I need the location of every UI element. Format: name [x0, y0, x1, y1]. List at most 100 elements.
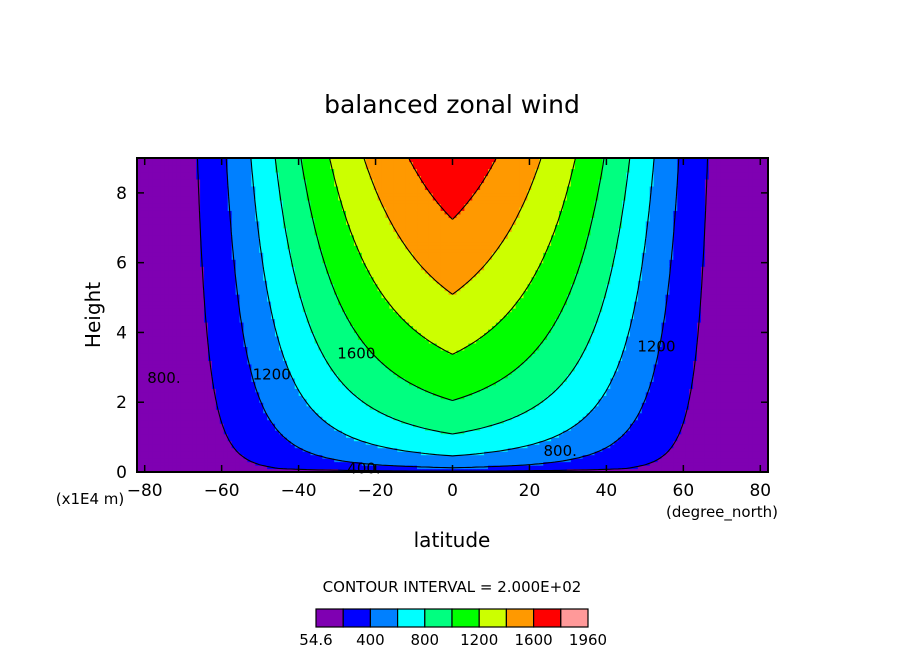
contour-fill-cell [484, 412, 489, 417]
contour-fill-cell [417, 440, 422, 445]
contour-fill-cell [503, 377, 509, 382]
contour-fill-cell [369, 454, 375, 459]
contour-fill-cell [385, 426, 390, 431]
contour-fill-cell [409, 412, 414, 417]
contour-fill-cell [468, 454, 473, 459]
contour-fill-cell [673, 416, 678, 421]
contour-fill-cell [338, 409, 343, 414]
contour-fill-cell [764, 419, 769, 424]
contour-fill-cell [594, 440, 600, 445]
contour-fill-cell [243, 440, 249, 445]
contour-fill-cell [708, 388, 714, 393]
contour-fill-cell [590, 419, 596, 424]
contour-fill-cell [381, 405, 387, 410]
contour-fill-cell [712, 465, 718, 470]
contour-fill-cell [389, 458, 394, 463]
contour-fill-cell [196, 398, 201, 403]
contour-fill-cell [456, 391, 461, 396]
contour-fill-cell [405, 409, 410, 414]
contour-fill-cell [574, 391, 580, 396]
contour-fill-cell [436, 412, 442, 417]
contour-fill-cell [196, 412, 201, 417]
contour-fill-cell [168, 370, 174, 375]
contour-fill-cell [558, 405, 564, 410]
contour-fill-cell [641, 395, 647, 400]
contour-fill-cell [275, 465, 280, 470]
contour-fill-cell [334, 381, 339, 386]
contour-fill-cell [397, 402, 402, 407]
contour-fill-cell [180, 430, 185, 435]
contour-fill-cell [519, 430, 525, 435]
contour-fill-cell [700, 465, 706, 470]
contour-fill-cell [685, 367, 690, 372]
contour-fill-cell [531, 370, 536, 375]
contour-fill-cell [436, 454, 442, 459]
contour-fill-cell [290, 444, 296, 449]
contour-fill-cell [448, 391, 454, 396]
contour-fill-cell [243, 412, 249, 417]
contour-fill-cell [602, 377, 607, 382]
contour-fill-cell [271, 468, 276, 473]
contour-fill-cell [535, 416, 540, 421]
contour-fill-cell [255, 426, 260, 431]
contour-fill-cell [215, 412, 221, 417]
contour-fill-cell [633, 363, 639, 368]
contour-fill-cell [247, 468, 252, 473]
contour-fill-cell [290, 398, 296, 403]
contour-fill-cell [539, 391, 544, 396]
contour-fill-cell [219, 416, 225, 421]
contour-fill-cell [610, 370, 615, 375]
contour-fill-cell [618, 384, 623, 389]
contour-fill-cell [476, 402, 481, 407]
contour-fill-cell [318, 440, 323, 445]
contour-fill-cell [531, 374, 536, 379]
contour-fill-cell [657, 430, 663, 435]
contour-fill-cell [673, 381, 678, 386]
contour-fill-cell [298, 461, 304, 466]
contour-fill-cell [176, 458, 181, 463]
contour-fill-cell [267, 430, 272, 435]
contour-fill-cell [405, 437, 410, 442]
contour-fill-cell [590, 377, 596, 382]
contour-fill-cell [468, 423, 473, 428]
contour-fill-cell [590, 437, 596, 442]
contour-fill-cell [732, 447, 738, 452]
contour-fill-cell [460, 419, 465, 424]
contour-fill-cell [574, 437, 580, 442]
contour-fill-cell [728, 381, 734, 386]
contour-fill-cell [645, 440, 651, 445]
contour-fill-cell [614, 395, 619, 400]
contour-fill-cell [275, 444, 280, 449]
contour-fill-cell [673, 419, 678, 424]
contour-fill-cell [535, 398, 540, 403]
contour-fill-cell [484, 391, 489, 396]
contour-fill-cell [689, 395, 694, 400]
contour-fill-cell [148, 444, 154, 449]
contour-fill-cell [704, 447, 710, 452]
contour-fill-cell [444, 447, 450, 452]
contour-fill-cell [239, 391, 245, 396]
contour-fill-cell [196, 444, 201, 449]
contour-fill-cell [547, 391, 552, 396]
contour-fill-cell [657, 391, 663, 396]
contour-fill-cell [673, 461, 678, 466]
contour-fill-cell [294, 388, 300, 393]
contour-fill-cell [357, 384, 363, 389]
contour-fill-cell [535, 423, 540, 428]
contour-fill-cell [764, 363, 769, 368]
contour-fill-cell [334, 405, 339, 410]
contour-fill-cell [211, 451, 217, 456]
contour-fill-cell [397, 419, 402, 424]
contour-fill-cell [681, 426, 686, 431]
contour-fill-cell [156, 412, 162, 417]
contour-fill-cell [511, 391, 517, 396]
contour-fill-cell [196, 461, 201, 466]
contour-fill-cell [480, 458, 485, 463]
contour-fill-cell [196, 430, 201, 435]
contour-fill-cell [602, 419, 607, 424]
contour-fill-cell [413, 447, 418, 452]
contour-fill-cell [503, 454, 509, 459]
contour-fill-cell [704, 430, 710, 435]
contour-fill-cell [405, 388, 410, 393]
contour-fill-cell [200, 381, 205, 386]
